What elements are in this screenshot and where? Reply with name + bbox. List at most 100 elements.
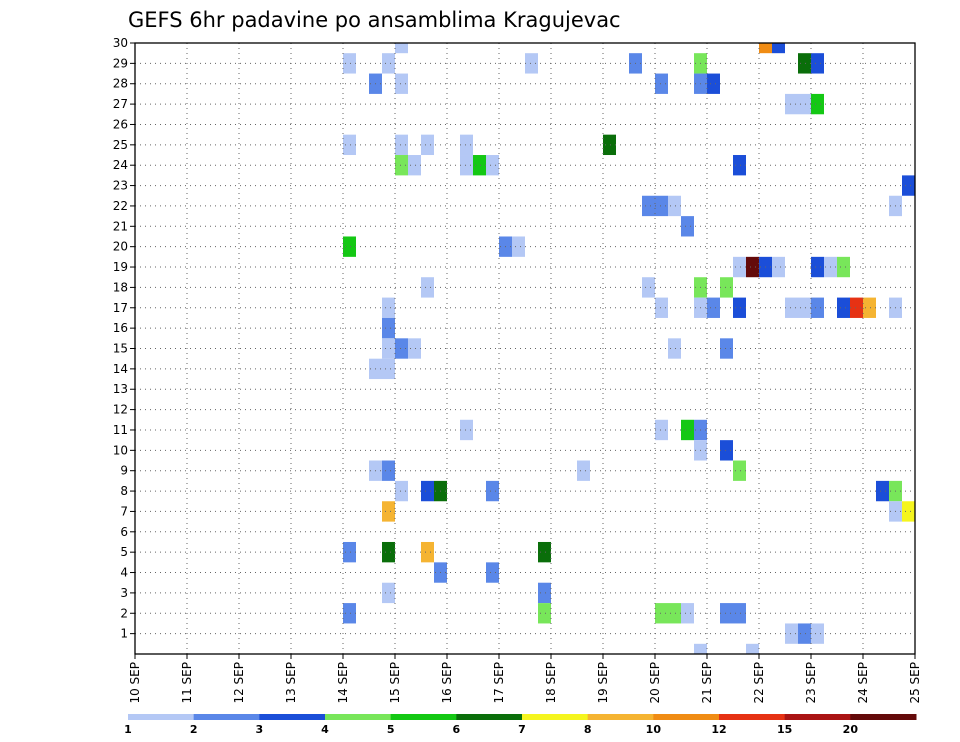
colorbar-label: 8 bbox=[584, 723, 592, 736]
heatmap-cell bbox=[382, 582, 395, 604]
heatmap-cell bbox=[343, 541, 356, 563]
x-axis: 10 SEP 11 SEP 12 SEP 13 SEP 14 SEP 15 SEP 16 S… bbox=[128, 654, 922, 704]
colorbar-label: 3 bbox=[256, 723, 264, 736]
heatmap-cells bbox=[343, 43, 915, 654]
heatmap-cell bbox=[720, 440, 733, 461]
heatmap-cell bbox=[577, 460, 590, 481]
heatmap-cell bbox=[382, 53, 395, 74]
y-tick-label: 2 bbox=[120, 606, 128, 620]
colorbar-label: 5 bbox=[387, 723, 395, 736]
heatmap-cell bbox=[759, 43, 772, 54]
heatmap-cell bbox=[642, 277, 655, 298]
heatmap-cell bbox=[408, 338, 421, 359]
heatmap-cell bbox=[382, 358, 395, 380]
y-tick-label: 21 bbox=[113, 219, 128, 233]
heatmap-cell bbox=[655, 195, 668, 217]
y-tick-label: 13 bbox=[113, 382, 128, 396]
x-tick-label: 23 SEP bbox=[804, 662, 818, 704]
heatmap-cell bbox=[720, 338, 733, 359]
colorbar-swatch bbox=[850, 714, 917, 720]
heatmap-cell bbox=[902, 175, 915, 196]
y-tick-label: 16 bbox=[113, 321, 128, 335]
y-tick-label: 26 bbox=[113, 117, 128, 131]
heatmap-cell bbox=[798, 297, 811, 318]
heatmap-cell bbox=[421, 277, 434, 298]
y-tick-label: 5 bbox=[120, 545, 128, 559]
heatmap-cell bbox=[655, 419, 668, 441]
x-tick-label: 11 SEP bbox=[180, 662, 194, 704]
heatmap-cell bbox=[707, 297, 720, 318]
heatmap-cell bbox=[785, 297, 798, 318]
heatmap-cell bbox=[395, 134, 408, 156]
colorbar-swatch bbox=[456, 714, 523, 720]
heatmap-cell bbox=[343, 134, 356, 156]
y-tick-label: 6 bbox=[120, 525, 128, 539]
colorbar-label: 2 bbox=[190, 723, 198, 736]
heatmap-cell bbox=[733, 297, 746, 318]
heatmap-cell bbox=[421, 134, 434, 156]
y-tick-label: 4 bbox=[120, 566, 128, 580]
heatmap-cell bbox=[720, 603, 733, 624]
x-tick-label: 14 SEP bbox=[336, 662, 350, 704]
colorbar-label: 6 bbox=[453, 723, 461, 736]
heatmap-cell bbox=[655, 603, 668, 624]
colorbar-swatch bbox=[390, 714, 457, 720]
heatmap-cell bbox=[486, 155, 499, 176]
heatmap-cell bbox=[395, 338, 408, 359]
heatmap-cell bbox=[395, 43, 408, 54]
heatmap-cell bbox=[343, 236, 356, 257]
heatmap-cell bbox=[681, 603, 694, 624]
colorbar-label: 1 bbox=[124, 723, 132, 736]
colorbar-swatch bbox=[128, 714, 195, 720]
colorbar-swatch bbox=[325, 714, 392, 720]
heatmap-cell bbox=[668, 195, 681, 217]
y-tick-label: 15 bbox=[113, 342, 128, 356]
colorbar-swatch bbox=[259, 714, 326, 720]
heatmap-cell bbox=[772, 256, 785, 278]
heatmap-cell bbox=[746, 256, 759, 278]
heatmap-cell bbox=[811, 623, 824, 644]
grid-lines bbox=[135, 42, 915, 654]
heatmap-cell bbox=[863, 297, 876, 318]
heatmap-cell bbox=[837, 297, 850, 318]
heatmap-cell bbox=[421, 480, 434, 502]
heatmap-cell bbox=[772, 43, 785, 54]
y-tick-label: 23 bbox=[113, 179, 128, 193]
x-tick-label: 25 SEP bbox=[908, 662, 922, 704]
heatmap-cell bbox=[421, 541, 434, 563]
y-tick-label: 9 bbox=[120, 464, 128, 478]
y-tick-label: 3 bbox=[120, 586, 128, 600]
heatmap-cell bbox=[382, 501, 395, 522]
colorbar-label: 10 bbox=[646, 723, 662, 736]
heatmap-cell bbox=[811, 53, 824, 74]
heatmap-cell bbox=[733, 256, 746, 278]
y-tick-label: 22 bbox=[113, 199, 128, 213]
x-tick-label: 18 SEP bbox=[544, 662, 558, 704]
y-tick-label: 7 bbox=[120, 504, 128, 518]
heatmap-cell bbox=[798, 93, 811, 115]
x-tick-label: 20 SEP bbox=[648, 662, 662, 704]
heatmap-cell bbox=[382, 460, 395, 481]
heatmap-cell bbox=[382, 297, 395, 318]
y-tick-label: 14 bbox=[113, 362, 128, 376]
y-tick-label: 8 bbox=[120, 484, 128, 498]
heatmap-cell bbox=[525, 53, 538, 74]
heatmap-cell bbox=[876, 480, 889, 502]
colorbar-label: 7 bbox=[518, 723, 526, 736]
heatmap-cell bbox=[811, 256, 824, 278]
colorbar-swatch bbox=[587, 714, 654, 720]
colorbar-swatch bbox=[719, 714, 786, 720]
heatmap-cell bbox=[486, 480, 499, 502]
heatmap-cell bbox=[837, 256, 850, 278]
x-tick-label: 19 SEP bbox=[596, 662, 610, 704]
heatmap-cell bbox=[720, 277, 733, 298]
y-tick-label: 25 bbox=[113, 138, 128, 152]
heatmap-cell bbox=[460, 419, 473, 441]
heatmap-cell bbox=[408, 155, 421, 176]
y-tick-label: 24 bbox=[113, 158, 128, 172]
heatmap-cell bbox=[681, 419, 694, 441]
y-tick-label: 12 bbox=[113, 403, 128, 417]
x-tick-label: 17 SEP bbox=[492, 662, 506, 704]
heatmap-cell bbox=[785, 623, 798, 644]
